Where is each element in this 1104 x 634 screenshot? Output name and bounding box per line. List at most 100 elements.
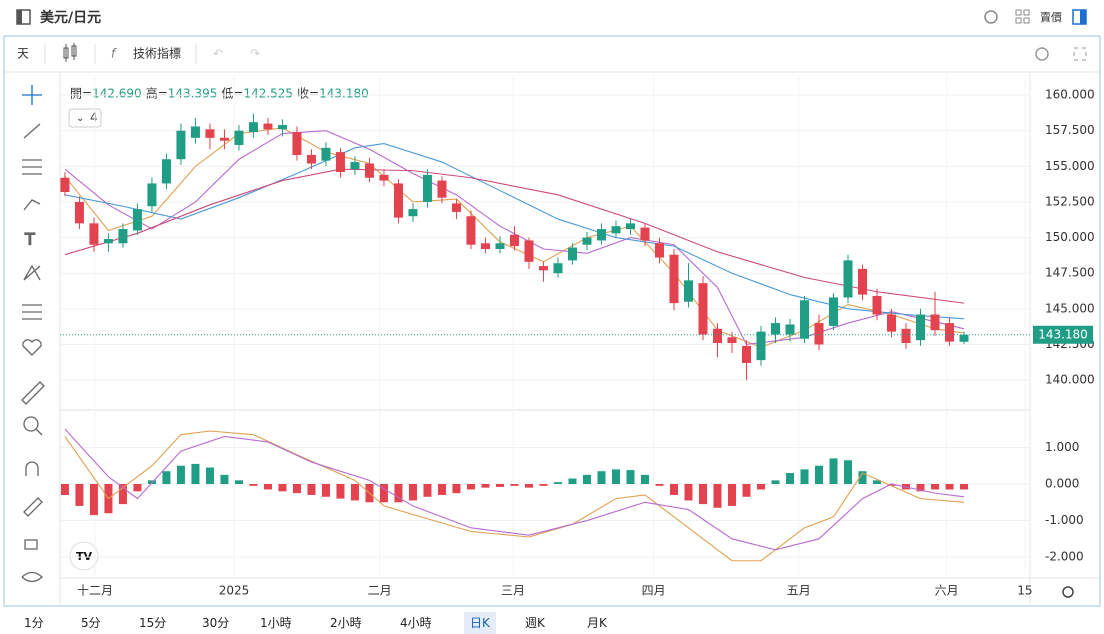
macd-bar <box>75 483 84 506</box>
drawing-tools[interactable]: T <box>21 85 45 583</box>
macd-bar <box>916 483 925 492</box>
legend-value: 143.395 <box>168 87 218 101</box>
candle-body <box>800 300 810 339</box>
macd-bar <box>379 483 388 503</box>
logo <box>69 541 99 571</box>
x-tick-label: 十二月 <box>77 584 113 598</box>
candle-body <box>582 237 592 245</box>
legend-label: 收= <box>297 87 319 101</box>
period-button[interactable]: 天 <box>17 47 29 61</box>
candle-body <box>683 280 693 302</box>
macd-bar <box>727 483 736 506</box>
candle-body <box>930 314 940 331</box>
legend-value: 142.525 <box>243 87 293 101</box>
macd-bar <box>307 483 316 495</box>
timeframe-button[interactable]: 4小時 <box>400 616 432 630</box>
candle-body <box>887 314 897 332</box>
y-tick-label: -1.000 <box>1045 513 1084 527</box>
macd-bar <box>844 460 853 484</box>
axis-settings[interactable] <box>1062 586 1074 598</box>
candle-body <box>509 234 519 247</box>
macd-bar <box>118 483 127 505</box>
timeframe-button[interactable]: 1小時 <box>260 616 292 630</box>
macd-bar <box>249 483 258 486</box>
candle-body <box>741 345 751 363</box>
macd-bar <box>220 474 229 484</box>
legend-label: 低= <box>221 87 243 101</box>
moving-average <box>64 168 965 304</box>
candle-body <box>335 152 345 173</box>
macd-bar <box>858 471 867 484</box>
candle-body <box>89 223 99 245</box>
side-label[interactable]: 賣價 <box>1040 10 1062 24</box>
macd-bar <box>89 483 98 516</box>
moving-average <box>64 142 965 320</box>
candle-body <box>901 328 911 344</box>
macd-bar <box>931 483 940 490</box>
candle-body <box>785 324 795 335</box>
redo[interactable]: ↷ <box>250 47 260 61</box>
candle-body <box>466 216 476 245</box>
macd-bar <box>887 483 896 486</box>
y-tick-label: 157.500 <box>1045 123 1095 137</box>
last-price-tag <box>1033 325 1093 344</box>
fx-icon: f <box>111 47 117 61</box>
fullscreen-icon[interactable] <box>1073 47 1087 61</box>
macd-bar <box>524 483 533 488</box>
macd-line <box>64 430 965 562</box>
settings-icon[interactable] <box>1035 47 1049 61</box>
candle-body <box>814 323 824 345</box>
legend-value: 143.180 <box>319 87 369 101</box>
indicators-button[interactable]: 技術指標 <box>133 46 181 61</box>
pair-title: 美元/日元 <box>40 9 101 26</box>
candle-body <box>219 137 229 141</box>
candle-body <box>248 122 258 133</box>
macd-bar <box>205 467 214 484</box>
timeframe-button[interactable]: 15分 <box>139 616 167 630</box>
candle-body <box>858 268 868 295</box>
timeframe-button[interactable]: 5分 <box>81 616 101 630</box>
timeframe-button[interactable]: 1分 <box>24 616 44 630</box>
candle-body <box>625 223 635 230</box>
x-tick-label: 四月 <box>642 584 666 598</box>
candle-body <box>364 163 374 178</box>
x-tick-label: 2025 <box>219 584 250 598</box>
timeframe-button[interactable]: 2小時 <box>330 616 362 630</box>
candle-body <box>205 129 215 138</box>
timeframe-button[interactable]: 30分 <box>202 616 230 630</box>
candle-icon[interactable] <box>63 43 77 62</box>
candle-body <box>872 296 882 315</box>
candle-body <box>524 240 534 262</box>
candle-body <box>306 154 316 164</box>
candle-body <box>945 323 955 342</box>
macd-bar <box>756 483 765 490</box>
macd-bar <box>510 483 519 486</box>
candle-body <box>640 227 650 241</box>
y-tick-label: 145.000 <box>1045 301 1095 315</box>
undo[interactable]: ↶ <box>213 47 223 61</box>
refresh-icon[interactable] <box>984 10 998 24</box>
y-tick-label: 160.000 <box>1045 88 1095 102</box>
legend-badge: 4 <box>90 111 98 125</box>
x-tick-label: 五月 <box>787 584 811 598</box>
macd-bar <box>786 473 795 484</box>
timeframe-button[interactable]: 月K <box>587 616 607 630</box>
candle-body <box>118 229 128 244</box>
legend-label: 高= <box>146 86 168 101</box>
candle-body <box>959 334 969 342</box>
legend-toggle[interactable] <box>68 108 102 128</box>
macd-bar <box>292 483 301 494</box>
timeframe-button[interactable]: 日K <box>464 612 496 634</box>
layout-icon[interactable] <box>1015 9 1030 24</box>
macd-bar <box>278 483 287 492</box>
macd-bar <box>626 470 635 484</box>
candle-body <box>350 162 360 170</box>
macd-bar <box>582 474 591 484</box>
timeframe-button[interactable]: 週K <box>525 616 545 630</box>
candle-body <box>321 147 331 161</box>
macd-bar <box>336 483 345 499</box>
last-price-label: 143.180 <box>1038 327 1088 341</box>
legend-chevron: ⌄ <box>76 113 84 124</box>
header-bar <box>0 0 1104 35</box>
